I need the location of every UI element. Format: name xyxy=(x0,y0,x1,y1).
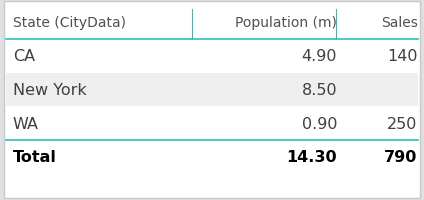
Bar xyxy=(6,107,418,140)
Text: 0.90: 0.90 xyxy=(301,116,337,131)
Text: 14.30: 14.30 xyxy=(287,150,337,165)
Text: State (CityData): State (CityData) xyxy=(13,16,126,30)
Text: Population (m): Population (m) xyxy=(235,16,337,30)
FancyBboxPatch shape xyxy=(4,2,420,198)
Text: 4.90: 4.90 xyxy=(301,49,337,64)
Text: CA: CA xyxy=(13,49,35,64)
Text: 8.50: 8.50 xyxy=(301,83,337,97)
Text: 250: 250 xyxy=(387,116,418,131)
Bar xyxy=(6,73,418,107)
Text: Sales: Sales xyxy=(381,16,418,30)
Text: 790: 790 xyxy=(384,150,418,165)
Text: WA: WA xyxy=(13,116,39,131)
Text: Total: Total xyxy=(13,150,56,165)
Bar xyxy=(6,40,418,73)
Text: New York: New York xyxy=(13,83,86,97)
Bar xyxy=(6,140,418,174)
Text: 140: 140 xyxy=(387,49,418,64)
